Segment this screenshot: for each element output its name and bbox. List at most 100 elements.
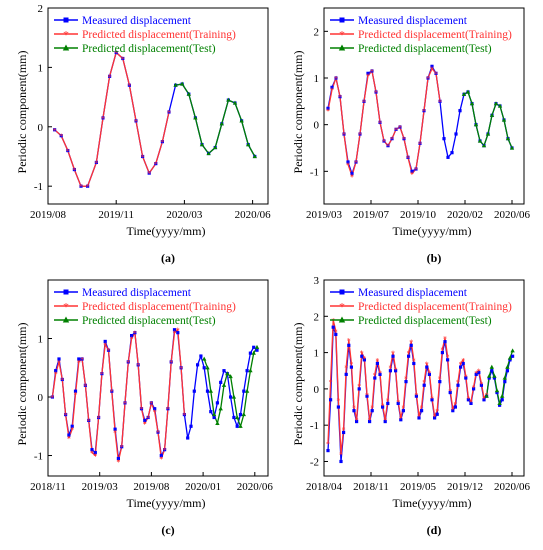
point-training: * xyxy=(173,329,177,338)
point-measured xyxy=(134,119,138,123)
point-measured xyxy=(412,361,416,366)
x-tick-label: 2019/10 xyxy=(400,209,437,221)
point-training: * xyxy=(86,183,90,192)
point-measured xyxy=(352,409,356,413)
x-tick-label: 2020/06 xyxy=(494,481,531,493)
point-training: * xyxy=(100,370,104,379)
point-training: * xyxy=(396,398,400,407)
y-tick-label: 2 xyxy=(314,26,320,38)
point-training: * xyxy=(179,364,183,373)
point-measured xyxy=(355,419,359,424)
point-training: * xyxy=(386,142,390,151)
point-measured xyxy=(326,448,330,453)
point-test xyxy=(186,91,191,96)
point-measured xyxy=(357,387,361,391)
point-training: * xyxy=(360,349,364,358)
legend-label-training: Predicted displacement(Training) xyxy=(358,29,512,41)
point-measured xyxy=(375,361,379,366)
point-measured xyxy=(402,137,406,141)
point-training: * xyxy=(67,434,71,443)
point-training: * xyxy=(120,443,124,452)
point-measured xyxy=(347,343,351,347)
point-measured xyxy=(362,99,366,103)
point-measured xyxy=(73,389,78,393)
point-measured xyxy=(330,85,334,89)
point-training: * xyxy=(375,356,379,365)
point-measured xyxy=(113,427,117,431)
y-tick-label: 1 xyxy=(38,62,44,74)
point-measured xyxy=(342,430,346,435)
point-training: * xyxy=(59,132,63,141)
point-test xyxy=(254,344,260,349)
point-training: * xyxy=(425,360,429,369)
point-measured xyxy=(86,184,90,188)
point-training: * xyxy=(446,353,450,362)
point-test xyxy=(465,89,471,94)
point-measured xyxy=(349,365,353,369)
legend-marker-test xyxy=(338,44,346,51)
point-test xyxy=(199,142,205,147)
point-measured xyxy=(103,339,107,344)
point-measured xyxy=(215,401,219,405)
point-test xyxy=(485,131,491,136)
point-measured xyxy=(495,390,499,395)
point-measured xyxy=(388,369,392,373)
legend-label-test: Predicted displacement(Test) xyxy=(82,43,216,55)
point-measured xyxy=(451,409,455,413)
point-measured xyxy=(156,430,160,434)
point-test xyxy=(493,101,499,106)
point-training: * xyxy=(433,413,437,422)
point-measured xyxy=(446,155,450,159)
y-tick-label: 0 xyxy=(314,384,320,396)
point-training: * xyxy=(163,446,167,455)
point-training: * xyxy=(378,119,382,128)
point-training: * xyxy=(330,86,334,95)
x-tick-label: 2019/05 xyxy=(400,481,437,493)
point-training: * xyxy=(453,400,457,409)
point-test xyxy=(206,151,211,156)
legend-label-test: Predicted displacement(Test) xyxy=(358,43,492,55)
point-measured xyxy=(130,333,134,338)
series-measured-line xyxy=(51,328,258,459)
point-training: * xyxy=(80,355,84,364)
point-measured xyxy=(378,372,382,376)
legend-marker-measured xyxy=(63,289,69,295)
point-measured xyxy=(53,128,57,132)
point-measured xyxy=(442,137,446,141)
point-measured xyxy=(456,383,460,387)
point-measured xyxy=(461,361,465,366)
point-measured xyxy=(326,106,330,110)
point-test xyxy=(492,373,497,378)
point-measured xyxy=(199,354,203,358)
point-measured xyxy=(434,71,438,75)
point-training: * xyxy=(110,388,114,397)
point-test xyxy=(231,394,237,399)
point-test xyxy=(173,82,178,87)
point-measured xyxy=(474,372,478,376)
point-measured xyxy=(126,360,130,364)
point-measured xyxy=(101,116,105,120)
point-measured xyxy=(381,405,385,409)
point-training: * xyxy=(426,75,430,84)
point-measured xyxy=(139,407,144,411)
y-tick-label: 1 xyxy=(314,73,320,85)
legend-label-test: Predicted displacement(Test) xyxy=(358,315,492,327)
point-measured xyxy=(440,350,444,355)
point-training: * xyxy=(101,114,105,123)
point-training: * xyxy=(358,131,362,140)
chart-panel-2: -1 0 1 2 2019/03 2019/07 2019/10 2020/02 2020/06… xyxy=(291,7,531,265)
point-training: * xyxy=(406,154,410,163)
point-test xyxy=(221,382,227,387)
point-training: * xyxy=(404,375,408,384)
point-training: * xyxy=(79,183,83,192)
point-measured xyxy=(205,389,210,393)
point-training: * xyxy=(114,49,118,58)
point-measured xyxy=(430,398,434,402)
point-test xyxy=(481,143,487,148)
point-measured xyxy=(464,376,468,380)
point-measured xyxy=(252,345,256,349)
x-tick-label: 2020/06 xyxy=(237,481,274,493)
x-tick-label: 2019/07 xyxy=(353,209,390,221)
point-training: * xyxy=(414,166,418,175)
point-measured xyxy=(479,383,483,387)
